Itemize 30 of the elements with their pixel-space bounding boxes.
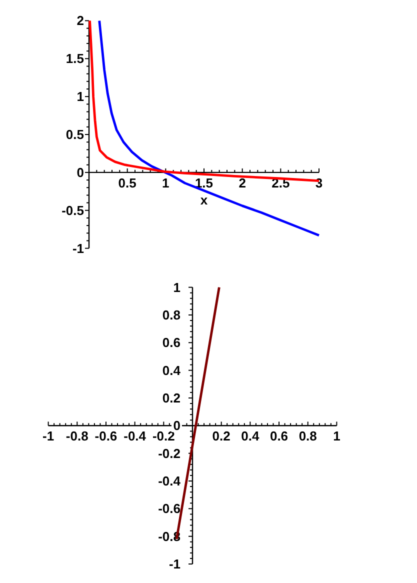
y-tick-label: -0.6 bbox=[158, 501, 180, 516]
x-tick-label: -1 bbox=[42, 428, 54, 444]
y-tick-label: -1 bbox=[168, 556, 180, 572]
y-tick-label: 0.5 bbox=[66, 127, 84, 142]
x-tick-label: 0.2 bbox=[212, 428, 230, 444]
y-tick-label: -0.4 bbox=[158, 473, 182, 488]
x-tick-label: 0.6 bbox=[270, 428, 288, 444]
y-tick-label: 1.5 bbox=[66, 51, 84, 66]
y-tick-label: 0.4 bbox=[162, 362, 182, 378]
line-series bbox=[98, 20, 320, 237]
x-tick-label: -0.4 bbox=[124, 428, 147, 444]
y-tick-label: 0.8 bbox=[162, 307, 180, 322]
y-tick-label: 1 bbox=[76, 89, 84, 104]
x-tick-label: -0.6 bbox=[94, 428, 118, 444]
x-axis-title: x bbox=[200, 192, 208, 208]
y-tick-label: 2 bbox=[76, 13, 84, 28]
x-tick-label: 0.5 bbox=[118, 175, 136, 190]
y-tick-label: 1 bbox=[173, 280, 180, 295]
y-tick-label: 0.6 bbox=[162, 335, 180, 350]
x-tick-label: 2 bbox=[238, 175, 246, 190]
x-tick-label: 1.5 bbox=[194, 175, 214, 190]
x-tick-label: 0.8 bbox=[298, 428, 317, 444]
y-tick-label: 0 bbox=[173, 418, 180, 434]
y-tick-label: 0 bbox=[76, 164, 84, 180]
y-tick-label: 0.2 bbox=[162, 390, 180, 406]
y-tick-label: -0.2 bbox=[158, 446, 180, 461]
y-tick-label: -1 bbox=[72, 240, 84, 256]
x-tick-label: 1 bbox=[333, 428, 340, 444]
y-tick-label: -0.5 bbox=[62, 202, 84, 218]
x-tick-label: 0.4 bbox=[241, 428, 260, 444]
